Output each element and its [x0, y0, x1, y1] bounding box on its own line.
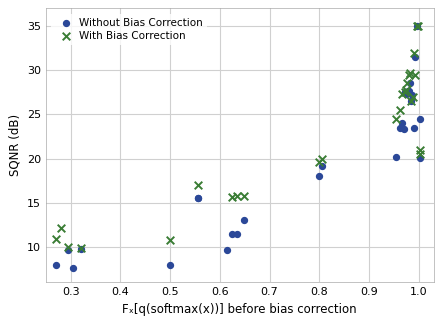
Without Bias Correction — [318, 163, 325, 168]
With Bias Correction — [410, 50, 417, 55]
With Bias Correction — [393, 116, 400, 122]
With Bias Correction — [52, 237, 59, 242]
With Bias Correction — [234, 193, 241, 198]
Without Bias Correction — [401, 90, 408, 95]
Without Bias Correction — [410, 125, 417, 130]
With Bias Correction — [65, 244, 72, 249]
Without Bias Correction — [70, 266, 77, 271]
Without Bias Correction — [397, 125, 404, 130]
Without Bias Correction — [414, 23, 421, 29]
With Bias Correction — [416, 147, 423, 152]
With Bias Correction — [57, 226, 65, 231]
Without Bias Correction — [416, 116, 423, 122]
With Bias Correction — [318, 156, 325, 161]
With Bias Correction — [413, 23, 420, 29]
Without Bias Correction — [234, 231, 241, 236]
Without Bias Correction — [229, 231, 236, 236]
Without Bias Correction — [77, 246, 84, 251]
Without Bias Correction — [406, 81, 413, 86]
With Bias Correction — [407, 70, 414, 75]
With Bias Correction — [416, 152, 423, 157]
X-axis label: Fₓ[q(softmax(x))] before bias correction: Fₓ[q(softmax(x))] before bias correction — [122, 303, 357, 316]
With Bias Correction — [412, 72, 419, 77]
Legend: Without Bias Correction, With Bias Correction: Without Bias Correction, With Bias Corre… — [51, 14, 207, 45]
Without Bias Correction — [240, 218, 247, 223]
Without Bias Correction — [409, 92, 416, 98]
Without Bias Correction — [416, 155, 423, 160]
Without Bias Correction — [316, 174, 323, 179]
With Bias Correction — [409, 94, 416, 99]
Without Bias Correction — [224, 247, 231, 252]
Without Bias Correction — [405, 88, 412, 93]
Without Bias Correction — [194, 196, 201, 201]
With Bias Correction — [401, 90, 408, 95]
With Bias Correction — [316, 159, 323, 165]
With Bias Correction — [240, 193, 247, 198]
With Bias Correction — [403, 87, 410, 92]
Without Bias Correction — [404, 90, 411, 95]
With Bias Correction — [167, 237, 174, 242]
With Bias Correction — [397, 107, 404, 112]
With Bias Correction — [194, 182, 201, 188]
With Bias Correction — [404, 81, 411, 86]
With Bias Correction — [229, 195, 236, 200]
With Bias Correction — [399, 91, 406, 97]
Without Bias Correction — [400, 127, 408, 132]
Without Bias Correction — [399, 121, 406, 126]
With Bias Correction — [405, 72, 412, 77]
Without Bias Correction — [167, 262, 174, 267]
Without Bias Correction — [52, 262, 59, 267]
With Bias Correction — [415, 23, 422, 29]
Y-axis label: SQNR (dB): SQNR (dB) — [8, 114, 21, 176]
Without Bias Correction — [412, 54, 419, 60]
Without Bias Correction — [407, 98, 414, 104]
Without Bias Correction — [404, 88, 412, 93]
With Bias Correction — [77, 245, 84, 250]
Without Bias Correction — [403, 91, 410, 97]
Without Bias Correction — [65, 248, 72, 253]
Without Bias Correction — [393, 154, 400, 159]
With Bias Correction — [408, 98, 415, 104]
Without Bias Correction — [194, 196, 201, 201]
